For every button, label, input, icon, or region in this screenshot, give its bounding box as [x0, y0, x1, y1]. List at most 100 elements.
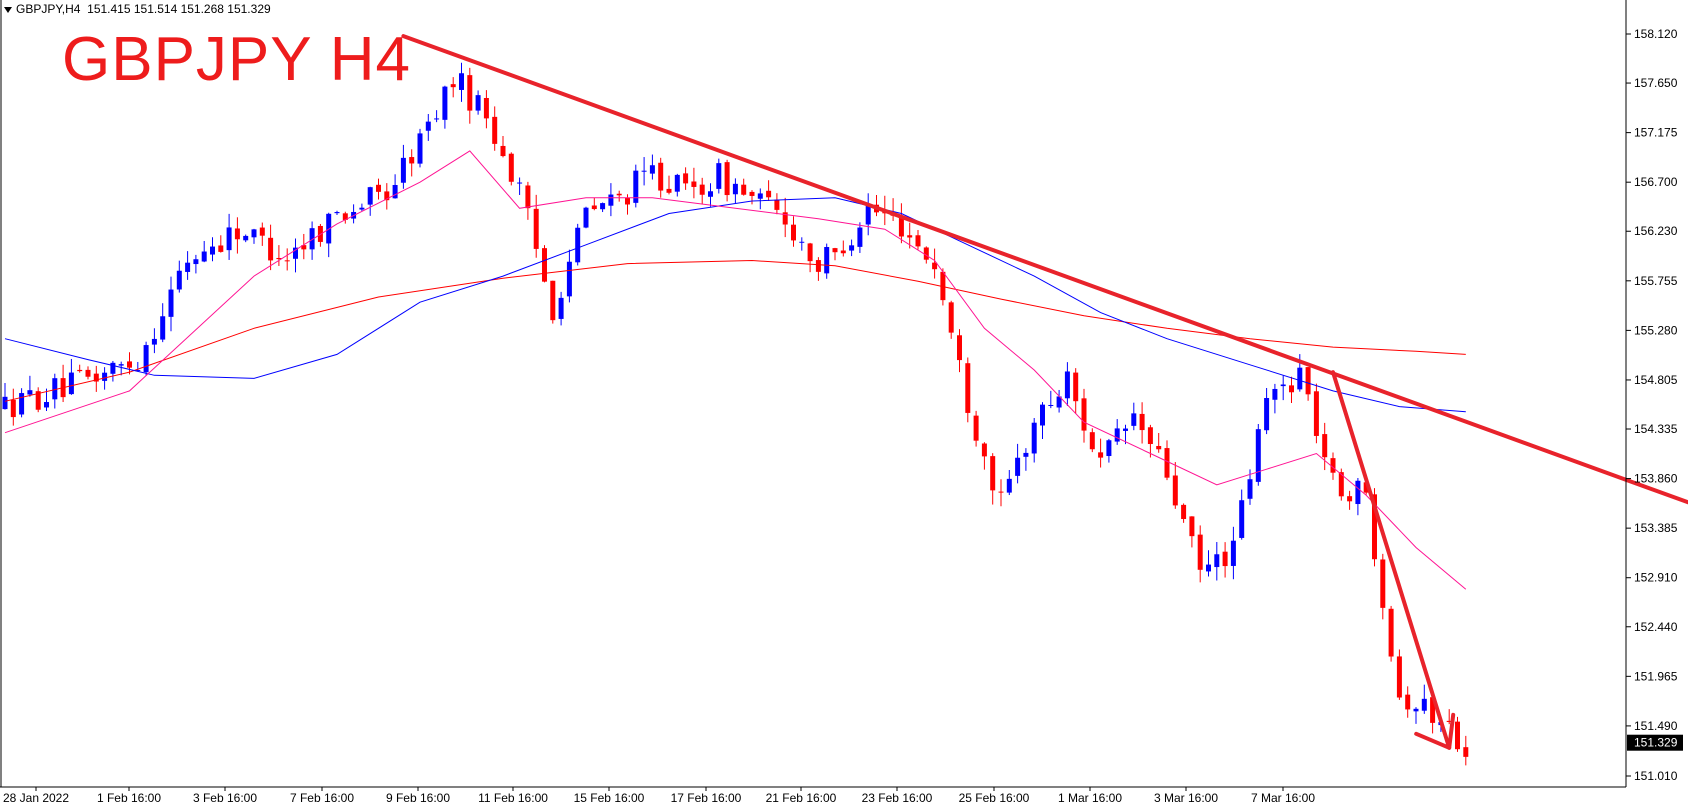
ma-mid-line: [4, 197, 1466, 413]
candle: [807, 242, 813, 273]
candle: [1064, 362, 1070, 406]
candle-body: [85, 369, 91, 377]
candle: [517, 177, 523, 195]
candle: [716, 158, 722, 194]
x-tick-label: 7 Mar 16:00: [1251, 791, 1315, 805]
candle: [10, 388, 16, 426]
x-tick-label: 3 Feb 16:00: [193, 791, 257, 805]
candle: [1156, 432, 1162, 453]
candle-body: [757, 193, 763, 199]
candle-body: [517, 182, 523, 184]
candle: [1123, 424, 1128, 445]
candle-body: [483, 98, 489, 119]
candle-body: [533, 208, 539, 249]
candle: [1056, 389, 1062, 413]
candle: [35, 387, 41, 413]
y-tick-label: 151.490: [1634, 719, 1678, 733]
candle-body: [558, 297, 564, 319]
current-price-text: 151.329: [1634, 736, 1678, 750]
candle: [27, 375, 33, 397]
current-price-box: [1627, 734, 1683, 751]
candle-body: [782, 212, 788, 225]
candle-body: [44, 402, 49, 408]
candle-body: [376, 184, 381, 192]
candle: [1380, 553, 1386, 620]
candle-body: [384, 191, 390, 201]
candle: [1413, 707, 1419, 724]
candle-body: [442, 86, 448, 120]
candle-body: [766, 190, 772, 198]
x-tick-label: 15 Feb 16:00: [574, 791, 645, 805]
candle-body: [392, 184, 398, 199]
candle: [1289, 376, 1294, 403]
candle: [1305, 367, 1311, 401]
candle-body: [973, 415, 979, 441]
candle-body: [1222, 551, 1228, 567]
candle-body: [633, 170, 639, 203]
candle-body: [467, 75, 473, 111]
candle-body: [259, 227, 265, 236]
candle: [583, 206, 589, 229]
candle: [757, 188, 763, 210]
candle-body: [965, 363, 971, 413]
candle: [1081, 388, 1087, 443]
candle-body: [1089, 432, 1095, 450]
candle-body: [309, 228, 315, 250]
candle: [60, 364, 66, 403]
candle: [185, 251, 191, 280]
candle-body: [1338, 472, 1344, 497]
candle: [483, 90, 489, 129]
candle: [998, 479, 1004, 507]
candle: [151, 328, 157, 354]
candle: [1131, 402, 1137, 431]
candle-body: [1413, 708, 1419, 712]
candle-body: [110, 362, 116, 374]
y-tick-label: 155.280: [1634, 323, 1678, 337]
candle-body: [168, 289, 174, 317]
candle: [865, 193, 871, 236]
candle-body: [1355, 480, 1361, 505]
x-tick-label: 23 Feb 16:00: [862, 791, 933, 805]
candle: [525, 181, 531, 220]
candle-body: [400, 157, 406, 183]
candle-body: [799, 241, 805, 243]
candle: [608, 183, 614, 217]
candle-body: [708, 191, 713, 197]
candle: [1164, 440, 1170, 481]
candle-body: [1073, 372, 1079, 402]
candle-body: [600, 203, 606, 210]
candle-body: [68, 372, 74, 395]
candle: [417, 128, 423, 168]
candle-body: [500, 145, 506, 157]
candle: [127, 352, 132, 375]
candle: [542, 245, 547, 283]
candle-body: [210, 246, 215, 255]
candle-body: [1405, 694, 1411, 710]
y-tick-label: 151.010: [1634, 769, 1678, 783]
candle-body: [840, 250, 846, 254]
candle: [135, 361, 141, 372]
candle-body: [990, 456, 996, 491]
candle: [890, 198, 896, 221]
candle-body: [1463, 747, 1469, 757]
candle: [990, 453, 996, 505]
candle-body: [1015, 457, 1021, 476]
candle-body: [226, 227, 232, 251]
candle: [326, 212, 332, 258]
candle-body: [1131, 413, 1137, 426]
candle-body: [907, 235, 913, 238]
candle: [633, 164, 639, 208]
candle: [1006, 470, 1012, 496]
dropdown-triangle-icon[interactable]: [4, 6, 12, 13]
candle: [799, 237, 805, 251]
arrow-head: [1414, 712, 1456, 750]
candle-body: [492, 116, 498, 144]
candle-body: [1147, 427, 1153, 445]
candle: [293, 238, 298, 273]
candle: [849, 239, 855, 257]
candle: [649, 154, 655, 180]
candle: [226, 213, 232, 260]
candle-body: [583, 207, 589, 228]
